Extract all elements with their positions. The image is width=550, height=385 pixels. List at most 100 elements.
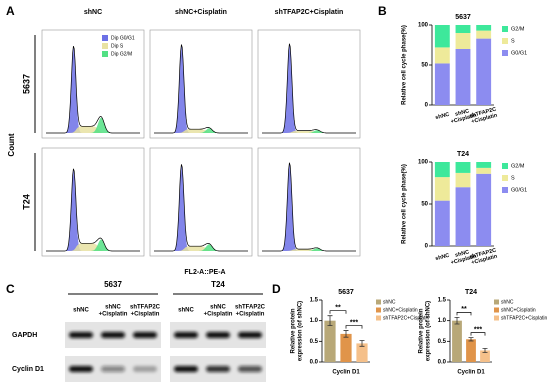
y-tick-label: 100	[418, 160, 429, 166]
legend-label: shNC	[501, 299, 514, 305]
significance-bracket	[456, 312, 472, 316]
legend-label: G2/M	[511, 163, 525, 169]
stacked-bar-segment	[476, 30, 492, 39]
y-tick-label: 100	[418, 23, 429, 29]
legend-swatch	[502, 50, 508, 56]
legend-label: shNC	[383, 299, 396, 305]
y-tick-label: 50	[421, 63, 428, 69]
stacked-bar-segment	[434, 177, 450, 201]
legend-swatch	[502, 26, 508, 32]
legend-label: shTFAP2C+Cisplatin	[383, 315, 429, 321]
flow-histogram	[46, 168, 140, 252]
flow-plot-frame	[257, 29, 361, 139]
flow-column-header: shTFAP2C+Cisplatin	[275, 9, 344, 16]
flow-histogram	[262, 162, 356, 252]
blot-lane-label: shNC +Cisplatin	[99, 304, 128, 317]
blot-band	[133, 332, 157, 338]
bar	[356, 343, 368, 362]
panel-label: D	[272, 282, 281, 296]
y-tick-label: 0	[425, 103, 429, 109]
blot-band	[206, 332, 230, 338]
blot-group-title: 5637	[104, 280, 122, 289]
bar	[466, 339, 476, 362]
bar	[480, 350, 490, 362]
y-tick-label: 1.5	[310, 298, 319, 304]
y-tick-label: 1.5	[438, 298, 447, 304]
panel-label: B	[378, 4, 387, 18]
flow-phase-area	[46, 126, 140, 133]
stacked-bar-segment	[434, 200, 450, 246]
legend-swatch	[502, 175, 508, 181]
error-bar	[343, 330, 349, 338]
y-tick-label: 50	[421, 202, 428, 208]
legend-label: shNC+Cisplatin	[383, 307, 418, 313]
stacked-bar-segment	[476, 25, 492, 31]
significance-label: ***	[350, 319, 358, 326]
x-tick-label: shTFAP2C+Cisplatin	[469, 248, 499, 267]
y-axis-label: Relative cell cycle phase(%)	[402, 25, 408, 105]
bar	[324, 320, 336, 362]
flow-row-label: 5637	[21, 74, 31, 94]
flow-histogram	[46, 45, 140, 134]
legend-label: S	[511, 175, 515, 181]
y-tick-label: 0.0	[438, 360, 447, 366]
blot-band	[101, 366, 125, 372]
flow-plot-frame	[257, 147, 361, 257]
significance-label: **	[335, 305, 341, 312]
bar	[452, 320, 462, 362]
x-tick-label: Cyclin D1	[332, 370, 360, 376]
flow-x-label: FL2-A::PE-A	[184, 269, 225, 276]
legend-swatch	[502, 163, 508, 169]
blot-group-title: T24	[211, 280, 225, 289]
blot-lane-label: shTFAP2C +Cisplatin	[235, 304, 266, 317]
error-bar	[327, 315, 333, 327]
blot-lane-label: shNC +Cisplatin	[204, 304, 233, 317]
stacked-bar-segment	[476, 162, 492, 168]
legend-swatch	[494, 299, 499, 305]
stacked-bar-segment	[434, 162, 450, 178]
y-tick-label: 1.0	[438, 318, 447, 324]
x-tick-label: shNC	[435, 253, 450, 263]
blot-band	[69, 366, 93, 372]
flow-y-label: Count	[7, 133, 16, 156]
blot-lane-label: shTFAP2C +Cisplatin	[130, 304, 161, 317]
chart-title: T24	[457, 151, 469, 158]
blot-band	[174, 332, 198, 338]
flow-phase-area	[46, 243, 140, 251]
flow-phase-area	[154, 129, 248, 133]
stacked-bar-segment	[455, 172, 471, 188]
stacked-bar-segment	[434, 47, 450, 64]
error-bar	[468, 337, 474, 342]
significance-label: ***	[474, 326, 482, 333]
flow-histogram	[154, 164, 248, 252]
significance-bracket	[329, 310, 347, 314]
legend-swatch	[502, 187, 508, 193]
legend-label: G0/G1	[511, 50, 527, 56]
legend-label: Dip G0/G1	[111, 35, 135, 41]
blot-band	[69, 332, 93, 338]
legend-label: G0/G1	[511, 187, 527, 193]
y-tick-label: 0	[425, 244, 429, 250]
flow-row-label: T24	[21, 194, 31, 210]
legend-swatch	[102, 51, 108, 57]
stacked-bar-segment	[455, 25, 471, 33]
stacked-bar-segment	[455, 49, 471, 105]
legend-swatch	[102, 43, 108, 49]
chart-title: T24	[465, 289, 477, 296]
stacked-bar-segment	[434, 63, 450, 105]
legend-label: Dip G2/M	[111, 51, 132, 57]
legend-swatch	[502, 38, 508, 44]
bar	[340, 333, 352, 362]
legend-label: shTFAP2C+Cisplatin	[501, 315, 547, 321]
flow-plot-frame	[41, 147, 145, 257]
flow-histogram	[262, 43, 356, 134]
y-tick-label: 0.5	[438, 339, 447, 345]
error-bar	[482, 347, 488, 353]
flow-phase-area	[262, 130, 356, 133]
flow-column-header: shNC	[84, 9, 102, 16]
legend-label: Dip S	[111, 43, 124, 49]
blot-row-label: GAPDH	[12, 332, 37, 339]
error-bar	[454, 316, 460, 325]
legend-label: G2/M	[511, 26, 525, 32]
y-tick-label: 0.5	[310, 339, 319, 345]
